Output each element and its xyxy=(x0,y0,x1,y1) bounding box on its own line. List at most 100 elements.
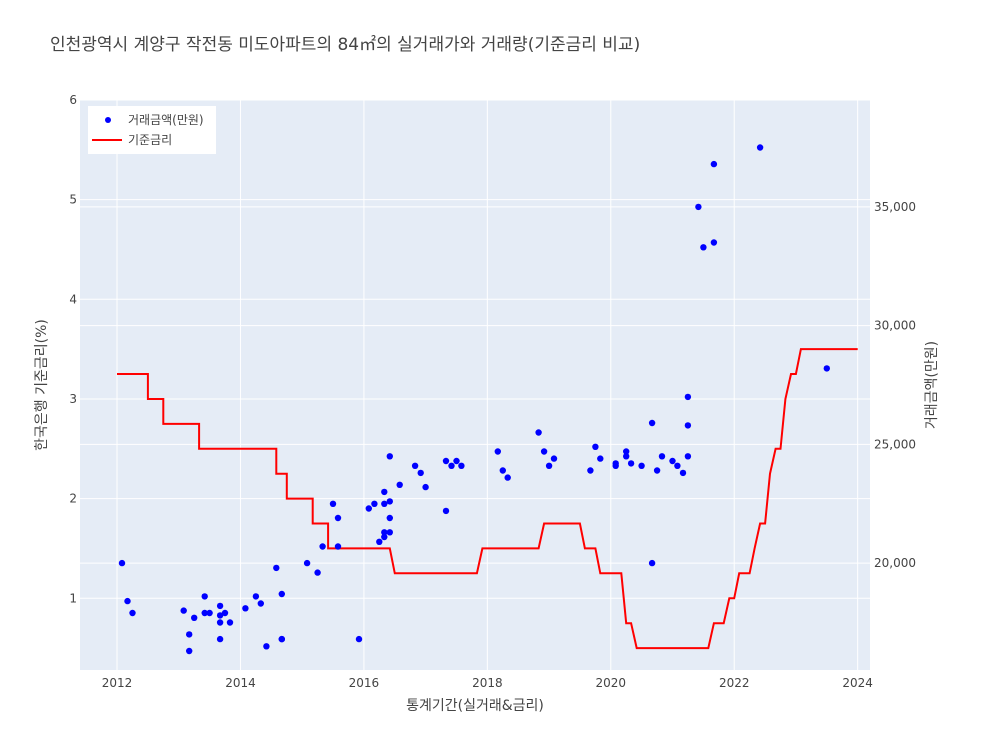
price-point xyxy=(823,365,830,372)
price-point xyxy=(242,605,249,612)
price-point xyxy=(376,538,383,545)
price-point xyxy=(278,590,285,598)
price-point xyxy=(448,462,455,469)
price-point xyxy=(252,593,260,600)
x-tick-label: 2016 xyxy=(349,676,380,690)
price-point xyxy=(273,564,280,572)
price-point xyxy=(191,614,198,621)
chart-title: 인천광역시 계양구 작전동 미도아파트의 84㎡의 실거래가와 거래량(기준금리… xyxy=(50,35,640,55)
price-point xyxy=(201,593,208,600)
price-point xyxy=(186,631,193,638)
price-point xyxy=(186,647,193,655)
rate-line-layer xyxy=(117,348,858,650)
price-point xyxy=(216,612,224,619)
price-point xyxy=(612,460,619,467)
y-right-tick-label: 30,000 xyxy=(874,319,916,333)
price-point xyxy=(653,467,661,474)
price-point xyxy=(124,597,131,605)
price-point xyxy=(442,457,450,465)
price-point xyxy=(756,144,764,151)
x-tick-label: 2014 xyxy=(225,676,256,690)
price-point xyxy=(386,453,393,460)
price-point-layer xyxy=(118,144,830,655)
legend-label-price: 거래금액(만원) xyxy=(128,113,204,127)
price-point xyxy=(417,469,424,477)
price-point xyxy=(494,448,501,455)
y-left-tick-label: 5 xyxy=(69,193,77,207)
price-point xyxy=(658,453,666,460)
price-point xyxy=(442,507,450,515)
price-point xyxy=(550,455,558,462)
y-right-tick-label: 35,000 xyxy=(874,200,916,214)
price-point xyxy=(263,643,270,650)
price-point xyxy=(648,419,656,427)
price-point xyxy=(303,559,311,567)
price-point xyxy=(587,467,594,474)
price-point xyxy=(381,533,388,541)
price-point xyxy=(371,500,378,507)
x-tick-label: 2012 xyxy=(102,676,133,690)
price-point xyxy=(180,607,187,614)
price-point xyxy=(365,505,372,512)
price-point xyxy=(684,393,692,401)
y-left-tick-label: 6 xyxy=(69,93,77,107)
price-point xyxy=(700,244,707,251)
price-point xyxy=(206,609,213,617)
legend: 거래금액(만원) 기준금리 xyxy=(88,106,216,154)
price-point xyxy=(216,619,224,626)
price-point xyxy=(314,569,321,576)
grid-layer xyxy=(80,99,870,670)
y-right-axis-title: 거래금액(만원) xyxy=(924,341,940,429)
x-tick-label: 2018 xyxy=(472,676,503,690)
price-point xyxy=(648,559,656,567)
price-point xyxy=(221,609,229,617)
price-point xyxy=(684,422,692,429)
price-point xyxy=(118,559,126,567)
price-point xyxy=(535,429,542,436)
x-tick-label: 2020 xyxy=(596,676,627,690)
y-right-tick-label: 25,000 xyxy=(874,437,916,451)
x-axis-title: 통계기간(실거래&금리) xyxy=(406,698,544,714)
price-point xyxy=(623,453,630,460)
price-point xyxy=(592,443,599,450)
tick-layer: 2012 2014 2016 2018 2020 2022 2024 1 2 3 4 5 6 20,000… xyxy=(69,93,916,690)
price-point xyxy=(674,462,681,469)
price-point xyxy=(545,462,553,469)
x-tick-label: 2022 xyxy=(719,676,750,690)
price-point xyxy=(597,455,604,462)
price-point xyxy=(381,529,388,536)
price-point xyxy=(334,514,342,522)
price-point xyxy=(201,609,208,617)
price-point xyxy=(257,600,264,607)
y-left-tick-label: 2 xyxy=(69,492,77,506)
price-point xyxy=(684,453,692,460)
price-point xyxy=(381,500,388,507)
price-point xyxy=(627,460,635,467)
price-point xyxy=(710,160,718,168)
price-point xyxy=(129,609,136,617)
legend-marker-price xyxy=(105,117,111,123)
price-point xyxy=(504,474,511,481)
price-point xyxy=(540,448,548,455)
price-point xyxy=(216,602,224,610)
y-left-axis-title: 한국은행 기준금리(%) xyxy=(34,319,50,451)
price-point xyxy=(623,448,630,455)
price-point xyxy=(458,462,465,469)
legend-label-rate: 기준금리 xyxy=(128,133,172,147)
rate-step-line xyxy=(117,348,858,650)
price-point xyxy=(216,635,224,643)
price-point xyxy=(499,467,506,474)
price-point xyxy=(386,498,393,505)
y-left-tick-label: 4 xyxy=(69,292,77,306)
price-point xyxy=(386,529,393,536)
y-left-tick-label: 1 xyxy=(69,591,77,605)
price-point xyxy=(329,500,337,507)
price-point xyxy=(226,619,234,626)
price-point xyxy=(396,481,403,488)
price-point xyxy=(422,483,429,491)
plot-background xyxy=(80,100,870,670)
price-point xyxy=(278,635,285,643)
price-point xyxy=(710,239,718,246)
price-point xyxy=(355,635,363,643)
